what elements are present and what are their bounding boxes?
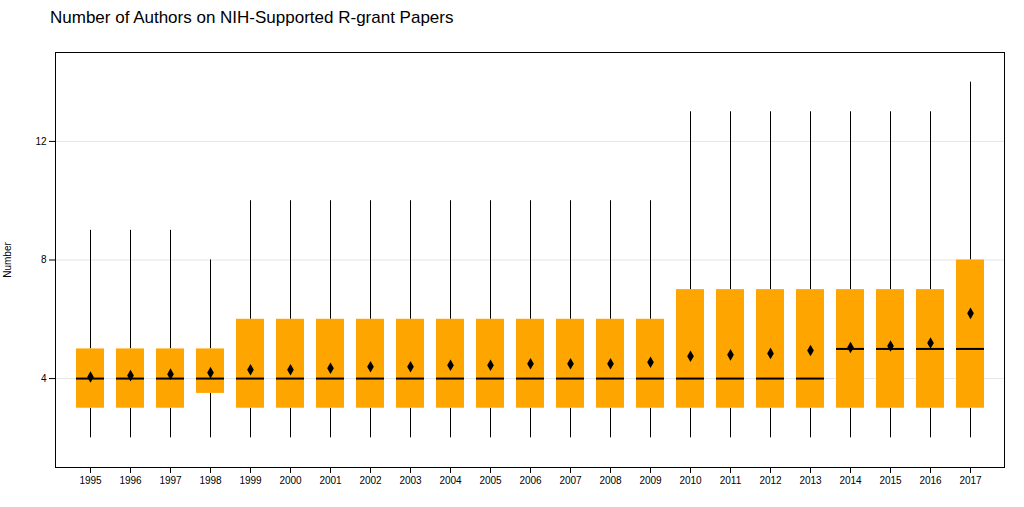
svg-text:2012: 2012 [759,475,782,486]
svg-text:1997: 1997 [159,475,182,486]
svg-text:8: 8 [41,254,47,265]
svg-text:2015: 2015 [879,475,902,486]
svg-text:2004: 2004 [439,475,462,486]
svg-text:2006: 2006 [519,475,542,486]
svg-text:2005: 2005 [479,475,502,486]
svg-text:12: 12 [35,136,47,147]
svg-text:2014: 2014 [839,475,862,486]
svg-text:2013: 2013 [799,475,822,486]
svg-text:2001: 2001 [319,475,342,486]
svg-text:4: 4 [41,373,47,384]
svg-text:1996: 1996 [119,475,142,486]
svg-text:2016: 2016 [919,475,942,486]
svg-text:2003: 2003 [399,475,422,486]
svg-text:2002: 2002 [359,475,382,486]
svg-text:2017: 2017 [959,475,982,486]
svg-text:2008: 2008 [599,475,622,486]
svg-text:2011: 2011 [720,475,742,486]
svg-text:2000: 2000 [279,475,302,486]
svg-text:1999: 1999 [239,475,262,486]
svg-text:2009: 2009 [639,475,662,486]
svg-text:1995: 1995 [79,475,102,486]
svg-text:2010: 2010 [679,475,702,486]
svg-text:2007: 2007 [559,475,582,486]
svg-text:Number: Number [2,242,13,278]
html-text:Number of Authors on NIH-Suppo: Number of Authors on NIH-Supported R-gra… [50,8,454,27]
svg-text:1998: 1998 [199,475,222,486]
